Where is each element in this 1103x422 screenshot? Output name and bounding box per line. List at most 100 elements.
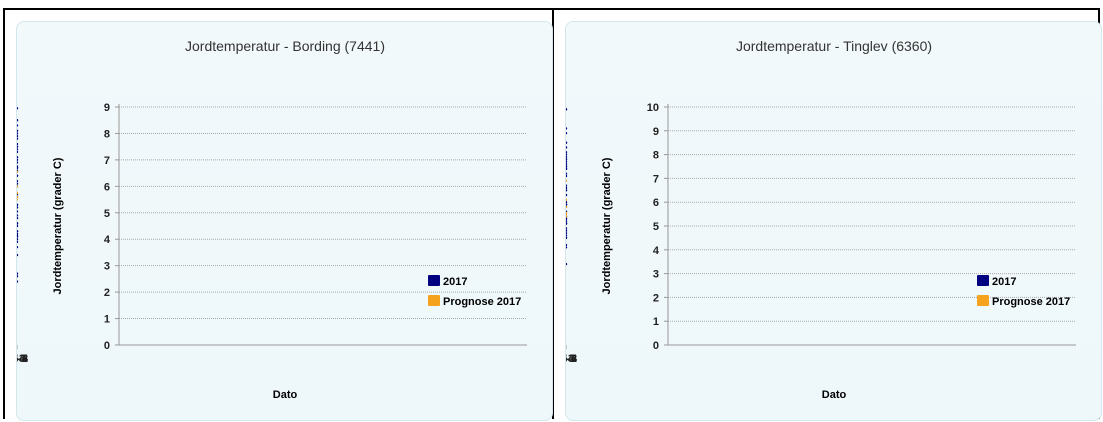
data-point bbox=[566, 205, 568, 209]
data-point bbox=[17, 185, 19, 188]
y-axis-label: Jordtemperatur (grader C) bbox=[601, 157, 613, 294]
data-point bbox=[17, 179, 19, 183]
y-tick-label: 8 bbox=[653, 150, 659, 162]
data-point bbox=[566, 160, 568, 163]
chart-bording: Jordtemperatur - Bording (7441) 0 1 2 3 4 5 6 7 8… bbox=[17, 38, 527, 401]
x-tick-label: 16-3 bbox=[566, 353, 577, 365]
y-tick-label: 3 bbox=[653, 269, 659, 281]
data-point bbox=[566, 215, 568, 218]
chart-panel-tinglev: Jordtemperatur - Tinglev (6360) 0 1 2 3 4 5 6 7 8… bbox=[565, 21, 1102, 421]
data-point bbox=[566, 172, 568, 175]
legend-label: 2017 bbox=[443, 276, 467, 288]
legend-swatch bbox=[977, 295, 989, 306]
data-point bbox=[17, 191, 19, 195]
y-tick-label: 2 bbox=[104, 287, 110, 299]
data-point bbox=[566, 179, 568, 182]
y-tick-label: 8 bbox=[104, 128, 110, 140]
data-point bbox=[17, 240, 19, 244]
x-tick-label: 15-4 bbox=[566, 353, 578, 365]
data-point bbox=[17, 142, 19, 146]
y-tick-label: 7 bbox=[104, 155, 110, 167]
data-point bbox=[566, 131, 568, 135]
data-point bbox=[17, 214, 19, 217]
data-point bbox=[17, 222, 19, 225]
legend-swatch bbox=[428, 295, 440, 306]
x-tick-label: 15-4 bbox=[17, 353, 29, 365]
x-axis-label: Dato bbox=[273, 389, 298, 401]
data-point bbox=[566, 151, 568, 154]
data-point bbox=[17, 210, 19, 213]
x-tick-label: 6-3 bbox=[566, 353, 574, 365]
y-axis-label: Jordtemperatur (grader C) bbox=[52, 157, 64, 294]
data-point bbox=[566, 165, 568, 168]
x-tick-label: 24-2 bbox=[17, 353, 28, 365]
data-point bbox=[17, 245, 19, 249]
data-point bbox=[17, 132, 19, 135]
y-tick-label: 0 bbox=[104, 340, 110, 352]
legend-swatch bbox=[977, 275, 989, 286]
data-point bbox=[566, 158, 568, 161]
data-point bbox=[17, 166, 19, 170]
y-tick-label: 9 bbox=[653, 126, 659, 138]
data-point bbox=[566, 193, 568, 197]
data-point bbox=[566, 211, 568, 215]
data-point bbox=[17, 216, 19, 220]
data-point bbox=[566, 203, 568, 206]
y-tick-label: 5 bbox=[104, 208, 110, 220]
data-point bbox=[566, 174, 568, 178]
data-point bbox=[566, 229, 568, 232]
data-point bbox=[566, 141, 568, 144]
data-point bbox=[17, 280, 19, 283]
data-point bbox=[566, 198, 568, 202]
data-point bbox=[566, 234, 568, 237]
data-point bbox=[17, 230, 19, 233]
data-point bbox=[566, 186, 568, 190]
x-tick-label: 26-3 bbox=[566, 353, 577, 365]
data-point bbox=[17, 134, 19, 138]
data-point bbox=[566, 246, 568, 249]
y-tick-label: 9 bbox=[104, 102, 110, 114]
data-point bbox=[17, 238, 19, 241]
data-point bbox=[17, 156, 19, 159]
y-tick-label: 1 bbox=[653, 316, 659, 328]
data-point bbox=[566, 243, 568, 247]
x-tick-label: 25-4 bbox=[17, 353, 29, 365]
data-point bbox=[17, 148, 19, 151]
chart-panel-bording: Jordtemperatur - Bording (7441) 0 1 2 3 4 5 6 7 8… bbox=[16, 21, 553, 421]
y-tick-label: 6 bbox=[653, 197, 659, 209]
data-point bbox=[17, 107, 19, 110]
data-point bbox=[566, 155, 568, 159]
data-point bbox=[17, 145, 19, 148]
data-point bbox=[17, 203, 19, 207]
x-tick-label: 6-3 bbox=[17, 353, 25, 365]
data-point bbox=[17, 174, 19, 177]
x-tick-label: 24-2 bbox=[566, 353, 577, 365]
y-tick-label: 2 bbox=[653, 292, 659, 304]
data-point bbox=[566, 184, 568, 187]
y-tick-label: 4 bbox=[653, 245, 660, 257]
data-point bbox=[17, 198, 19, 201]
x-tick-label: 26-3 bbox=[17, 353, 28, 365]
x-tick-label: 5-4 bbox=[566, 353, 575, 365]
legend-label: 2017 bbox=[992, 276, 1016, 288]
data-point bbox=[17, 158, 19, 162]
data-point bbox=[17, 224, 19, 228]
data-point bbox=[17, 253, 19, 257]
y-tick-label: 7 bbox=[653, 173, 659, 185]
data-point bbox=[566, 127, 568, 130]
data-point bbox=[566, 146, 568, 149]
x-tick-label: 16-3 bbox=[17, 353, 28, 365]
chart-title: Jordtemperatur - Bording (7441) bbox=[185, 38, 385, 54]
data-point bbox=[17, 119, 19, 122]
data-point bbox=[17, 275, 19, 278]
data-point bbox=[566, 162, 568, 166]
data-point bbox=[17, 150, 19, 154]
data-point bbox=[17, 272, 19, 275]
y-tick-label: 4 bbox=[104, 234, 111, 246]
y-tick-label: 5 bbox=[653, 221, 659, 233]
data-point bbox=[566, 262, 568, 266]
panel-divider bbox=[552, 8, 554, 419]
data-point bbox=[17, 161, 19, 164]
chart-tinglev: Jordtemperatur - Tinglev (6360) 0 1 2 3 4 5 6 7 8… bbox=[566, 38, 1076, 401]
chart-title: Jordtemperatur - Tinglev (6360) bbox=[736, 38, 932, 54]
